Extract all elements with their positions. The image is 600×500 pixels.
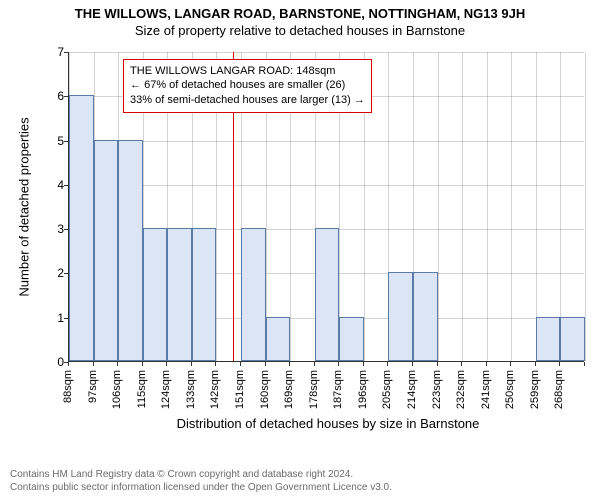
x-tick-mark — [437, 362, 438, 366]
y-tick-label: 3 — [44, 222, 64, 236]
x-tick-mark — [191, 362, 192, 366]
annotation-box: THE WILLOWS LANGAR ROAD: 148sqm← 67% of … — [123, 59, 372, 114]
x-tick-label: 187sqm — [332, 370, 344, 409]
x-tick-label: 151sqm — [234, 370, 246, 409]
x-tick-mark — [363, 362, 364, 366]
annotation-line: THE WILLOWS LANGAR ROAD: 148sqm — [130, 64, 365, 79]
x-tick-label: 214sqm — [406, 370, 418, 409]
x-tick-mark — [486, 362, 487, 366]
gridline-v — [536, 52, 537, 361]
x-tick-mark — [166, 362, 167, 366]
histogram-bar — [315, 228, 340, 361]
x-tick-mark — [338, 362, 339, 366]
y-tick-label: 2 — [44, 266, 64, 280]
x-tick-label: 97sqm — [87, 370, 99, 403]
x-axis-label: Distribution of detached houses by size … — [58, 416, 598, 431]
y-tick-label: 6 — [44, 89, 64, 103]
x-tick-mark — [68, 362, 69, 366]
x-tick-label: 196sqm — [357, 370, 369, 409]
footer-line-2: Contains public sector information licen… — [10, 481, 392, 494]
histogram-bar — [266, 317, 291, 361]
histogram-bar — [339, 317, 364, 361]
gridline-v — [462, 52, 463, 361]
gridline-v — [585, 52, 586, 361]
gridline-h — [69, 141, 584, 142]
histogram-bar — [536, 317, 561, 361]
x-tick-mark — [142, 362, 143, 366]
histogram-bar — [192, 228, 217, 361]
histogram-bar — [94, 140, 119, 361]
histogram-bar — [69, 95, 94, 361]
x-tick-label: 205sqm — [381, 370, 393, 409]
histogram-bar — [413, 272, 438, 361]
x-tick-mark — [289, 362, 290, 366]
x-tick-label: 124sqm — [160, 370, 172, 409]
x-tick-label: 160sqm — [259, 370, 271, 409]
x-tick-label: 133sqm — [185, 370, 197, 409]
x-tick-label: 241sqm — [480, 370, 492, 409]
annotation-line: ← 67% of detached houses are smaller (26… — [130, 78, 365, 93]
page-title: THE WILLOWS, LANGAR ROAD, BARNSTONE, NOT… — [0, 0, 600, 21]
histogram-chart: Number of detached properties 01234567 T… — [44, 52, 584, 402]
x-tick-label: 250sqm — [504, 370, 516, 409]
x-tick-mark — [559, 362, 560, 366]
x-tick-label: 268sqm — [553, 370, 565, 409]
x-tick-mark — [461, 362, 462, 366]
y-tick-label: 0 — [44, 355, 64, 369]
histogram-bar — [560, 317, 585, 361]
histogram-bar — [241, 228, 266, 361]
x-tick-mark — [584, 362, 585, 366]
x-tick-mark — [93, 362, 94, 366]
annotation-line: 33% of semi-detached houses are larger (… — [130, 93, 365, 108]
y-axis-label: Number of detached properties — [17, 117, 32, 296]
page-subtitle: Size of property relative to detached ho… — [0, 21, 600, 38]
x-tick-label: 259sqm — [529, 370, 541, 409]
x-tick-label: 169sqm — [283, 370, 295, 409]
histogram-bar — [167, 228, 192, 361]
x-tick-label: 142sqm — [209, 370, 221, 409]
gridline-v — [560, 52, 561, 361]
x-tick-label: 115sqm — [136, 370, 148, 408]
y-tick-label: 1 — [44, 311, 64, 325]
x-tick-mark — [510, 362, 511, 366]
x-tick-mark — [265, 362, 266, 366]
x-tick-mark — [215, 362, 216, 366]
x-tick-mark — [240, 362, 241, 366]
x-tick-mark — [412, 362, 413, 366]
x-tick-mark — [535, 362, 536, 366]
y-tick-label: 5 — [44, 134, 64, 148]
gridline-v — [438, 52, 439, 361]
gridline-h — [69, 52, 584, 53]
histogram-bar — [388, 272, 413, 361]
x-tick-label: 106sqm — [111, 370, 123, 409]
x-tick-label: 232sqm — [455, 370, 467, 409]
x-tick-label: 88sqm — [62, 370, 74, 403]
y-tick-label: 7 — [44, 45, 64, 59]
footer-line-1: Contains HM Land Registry data © Crown c… — [10, 468, 392, 481]
x-tick-mark — [117, 362, 118, 366]
histogram-bar — [143, 228, 168, 361]
x-tick-label: 223sqm — [431, 370, 443, 409]
histogram-bar — [118, 140, 143, 361]
gridline-v — [511, 52, 512, 361]
footer-attribution: Contains HM Land Registry data © Crown c… — [10, 468, 392, 494]
gridline-h — [69, 185, 584, 186]
x-tick-mark — [314, 362, 315, 366]
plot-area: THE WILLOWS LANGAR ROAD: 148sqm← 67% of … — [68, 52, 584, 362]
gridline-v — [487, 52, 488, 361]
y-tick-label: 4 — [44, 178, 64, 192]
x-tick-label: 178sqm — [308, 370, 320, 409]
x-tick-mark — [387, 362, 388, 366]
